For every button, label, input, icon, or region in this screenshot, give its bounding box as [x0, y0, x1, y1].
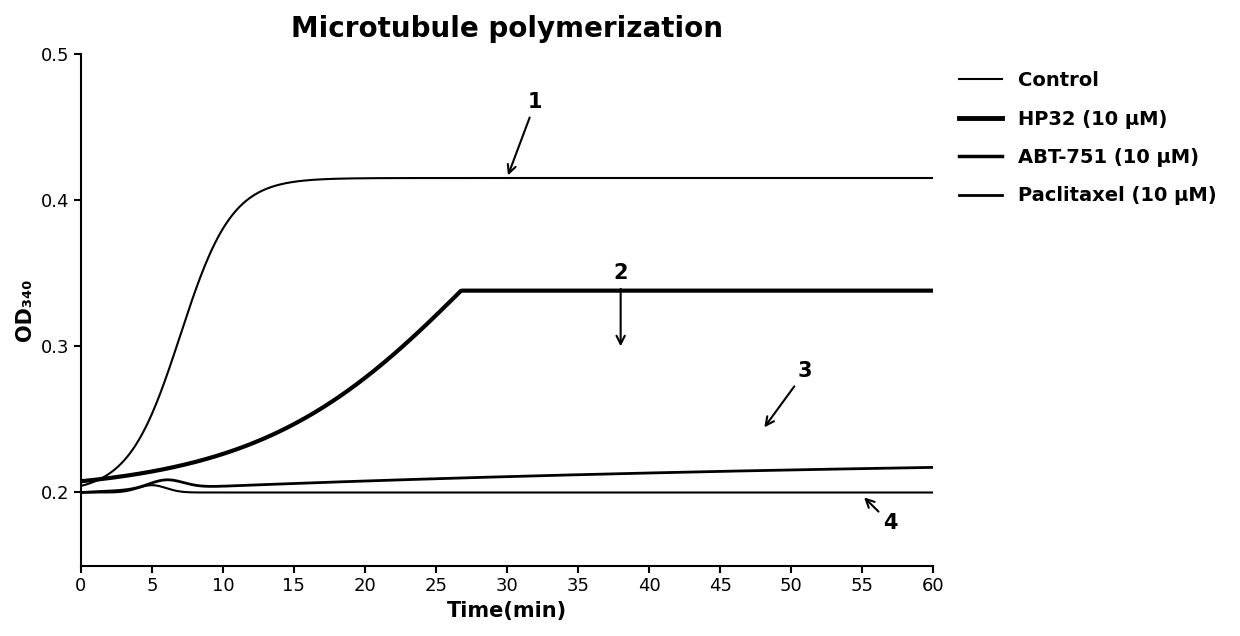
Text: 2: 2: [614, 263, 627, 344]
Legend: Control, HP32 (10 μM), ABT-751 (10 μM), Paclitaxel (10 μM): Control, HP32 (10 μM), ABT-751 (10 μM), …: [951, 64, 1224, 213]
Title: Microtubule polymerization: Microtubule polymerization: [291, 15, 723, 43]
Text: 1: 1: [508, 92, 543, 173]
Text: 4: 4: [866, 499, 898, 534]
Y-axis label: OD₃₄₀: OD₃₄₀: [15, 279, 35, 341]
Text: 3: 3: [766, 361, 812, 425]
X-axis label: Time(min): Time(min): [446, 601, 567, 621]
